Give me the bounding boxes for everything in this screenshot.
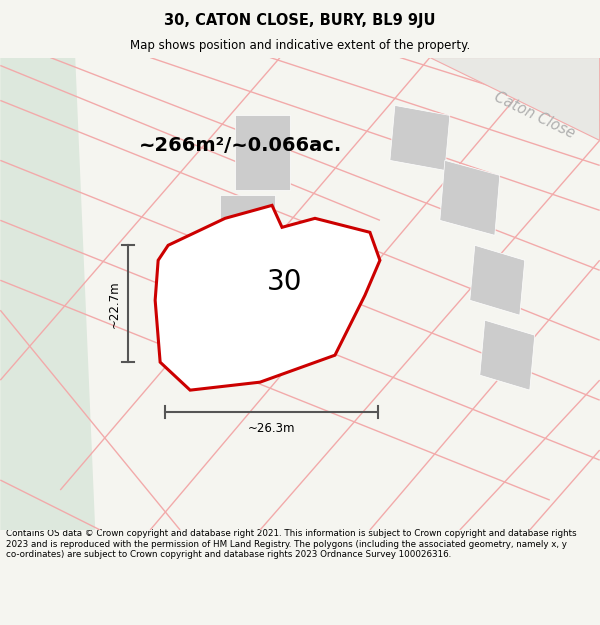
Polygon shape [155,206,380,390]
Polygon shape [440,161,500,235]
Text: Caton Close: Caton Close [492,89,578,141]
Text: ~26.3m: ~26.3m [248,422,295,434]
Text: ~266m²/~0.066ac.: ~266m²/~0.066ac. [139,136,341,155]
Polygon shape [1,58,95,530]
Text: ~22.7m: ~22.7m [107,280,121,328]
Text: 30: 30 [267,268,302,296]
Text: 30, CATON CLOSE, BURY, BL9 9JU: 30, CATON CLOSE, BURY, BL9 9JU [164,12,436,28]
Polygon shape [430,58,599,141]
Polygon shape [235,116,290,191]
Text: Map shows position and indicative extent of the property.: Map shows position and indicative extent… [130,39,470,52]
Polygon shape [390,106,450,171]
Text: Contains OS data © Crown copyright and database right 2021. This information is : Contains OS data © Crown copyright and d… [6,529,577,559]
Polygon shape [220,196,275,250]
Polygon shape [470,245,525,315]
Polygon shape [480,320,535,390]
